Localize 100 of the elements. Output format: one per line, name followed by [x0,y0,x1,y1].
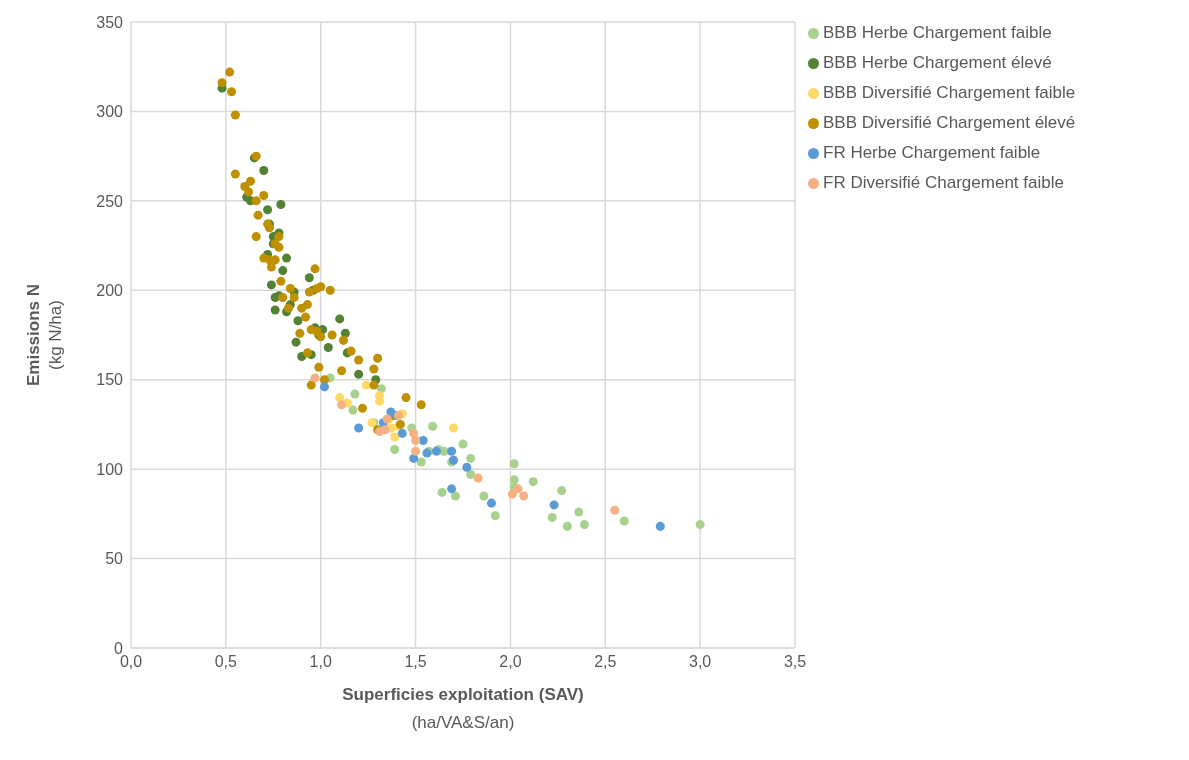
point [401,393,411,403]
point [282,253,292,263]
legend-label: FR Herbe Chargement faible [823,143,1041,162]
point [416,400,426,410]
point [610,505,620,515]
point [230,110,240,120]
y-tick-label: 50 [105,550,124,568]
x-axis-title: Superficies exploitation (SAV) (ha/VA&S/an) [342,685,584,732]
point [293,316,303,326]
point [289,292,299,302]
y-tick-label: 250 [96,192,124,210]
point [316,282,326,292]
point [619,516,629,526]
point [507,489,517,499]
point [466,453,476,463]
point [354,369,364,379]
point [227,87,237,97]
legend-label: BBB Diversifié Chargement élevé [823,113,1076,132]
point [295,328,305,338]
point [369,364,379,374]
point [437,487,447,497]
point [549,500,559,510]
point [547,512,557,522]
point [246,176,256,186]
point [310,264,320,274]
point [409,453,419,463]
point [276,199,286,209]
point [264,223,275,233]
point [562,521,572,531]
point [251,232,261,242]
y-axis-title: Emissions N (kg N/ha) [24,283,65,387]
point [319,382,330,392]
x-tick-label: 0,0 [119,653,143,671]
point [346,346,356,356]
point [428,421,438,431]
point [348,405,358,415]
point [509,459,519,469]
point [354,423,364,433]
point [513,484,523,494]
point [310,373,320,383]
x-tick-label: 3,0 [689,653,712,671]
x-tick-label: 3,5 [783,653,807,671]
point [335,314,345,324]
point [416,457,426,467]
point [390,444,400,454]
point [486,498,496,508]
point [473,473,483,483]
point [278,292,288,302]
point [462,462,472,472]
y-tick-label: 300 [96,103,124,121]
x-tick-label: 0,5 [214,653,238,671]
point [304,273,314,283]
point [278,266,288,276]
point [306,380,316,390]
x-tick-label: 1,0 [309,653,332,671]
y-tick-label: 100 [96,460,124,478]
point [450,491,460,501]
point [230,169,240,179]
point [557,486,567,496]
point [655,521,665,531]
point [301,312,311,322]
point [449,423,459,433]
point [314,362,324,372]
point [337,400,347,410]
point [490,511,500,521]
point [338,335,348,345]
point [466,470,476,480]
point [266,262,276,272]
y-tick-label: 350 [96,13,124,31]
point [304,287,314,297]
point [266,280,276,290]
point [579,520,589,530]
point [259,165,269,175]
legend-label: FR Diversifié Chargement faible [823,173,1064,192]
y-tick-label: 150 [96,371,124,389]
point [225,67,235,77]
point [323,343,333,353]
point [319,375,330,385]
point [253,210,263,220]
point [217,78,227,88]
y-tick-label: 200 [96,281,124,299]
point [291,337,301,347]
point [574,507,584,517]
point [354,355,364,365]
point [390,432,400,442]
point [357,403,367,413]
point [327,330,337,340]
x-tick-label: 2,5 [594,653,617,671]
point [259,190,269,200]
point [397,428,407,438]
x-tick-label: 2,0 [499,653,522,671]
point [373,353,383,363]
point [244,187,254,197]
point [335,393,345,403]
point [458,439,468,449]
point [479,491,489,501]
point [369,380,379,390]
point [263,205,273,215]
point [447,484,457,494]
point [274,242,284,252]
